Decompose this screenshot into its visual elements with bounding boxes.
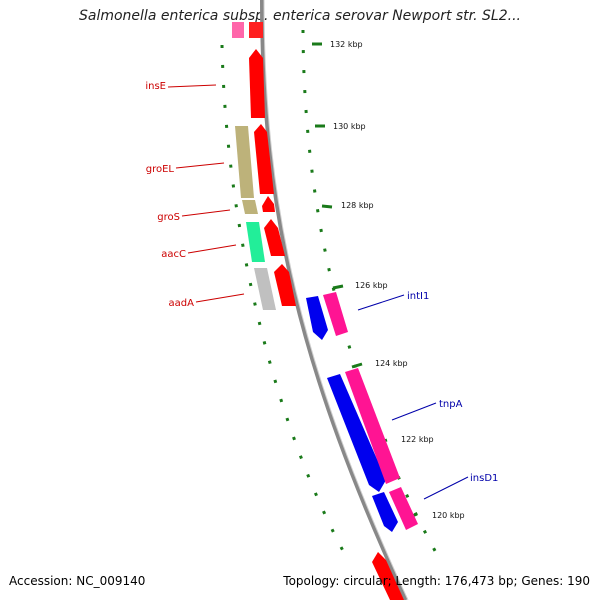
- gene-label-groS: groS: [157, 212, 180, 223]
- feature-groS-inner: [242, 200, 258, 214]
- gene-label-groEL: groEL: [146, 164, 175, 175]
- feature-groEL: [254, 124, 274, 194]
- connector-groS: [181, 209, 231, 217]
- feature-groEL-inner: [235, 126, 254, 198]
- feature-top-pink: [232, 22, 244, 38]
- connector-aacC: [187, 244, 237, 254]
- connector-insD1: [423, 476, 469, 500]
- kbp-label-124: 124 kbp: [375, 359, 408, 368]
- feature-groS: [262, 196, 275, 212]
- gene-label-intI1: intI1: [407, 291, 429, 302]
- gene-label-aadA: aadA: [169, 298, 195, 309]
- feature-insD1: [389, 487, 418, 530]
- gene-label-insE: insE: [145, 81, 166, 92]
- feature-intI1-blue: [306, 296, 328, 340]
- kbp-label-126: 126 kbp: [355, 281, 388, 290]
- inner-features: [235, 126, 276, 310]
- kbp-tick: [351, 362, 363, 369]
- kbp-label-130: 130 kbp: [333, 122, 366, 131]
- connector-aadA: [195, 293, 245, 303]
- kbp-label-132: 132 kbp: [330, 40, 363, 49]
- kbp-tick: [332, 284, 344, 290]
- connector-tnpA: [391, 402, 437, 421]
- gene-label-insD1: insD1: [470, 473, 498, 484]
- map-title: Salmonella enterica subsp. enterica sero…: [79, 8, 521, 24]
- feature-aacC: [264, 219, 285, 256]
- feature-intI1: [323, 292, 348, 336]
- forward-strand-features: [249, 49, 404, 600]
- feature-tnpA: [345, 368, 400, 484]
- feature-aadA: [274, 264, 296, 306]
- accession-label: Accession: NC_009140: [9, 574, 146, 588]
- kbp-label-128: 128 kbp: [341, 201, 374, 210]
- feature-insE: [249, 49, 265, 118]
- kbp-label-122: 122 kbp: [401, 435, 434, 444]
- kbp-tick: [321, 204, 333, 209]
- genome-backbone-highlight: [263, 0, 409, 600]
- gene-label-tnpA: tnpA: [439, 399, 463, 410]
- gene-label-aacC: aacC: [161, 249, 186, 260]
- feature-top-red: [249, 22, 263, 38]
- connector-insE: [167, 84, 217, 88]
- inner-dotted-ring: [220, 44, 350, 561]
- feature-tnpA-blue: [327, 374, 386, 492]
- outer-tick-ring: [301, 29, 442, 561]
- reverse-strand-features: [306, 292, 418, 532]
- kbp-label-120: 120 kbp: [432, 511, 465, 520]
- connector-groEL: [175, 162, 225, 169]
- genome-summary: Topology: circular; Length: 176,473 bp; …: [283, 574, 590, 588]
- feature-aacC-inner: [246, 222, 265, 262]
- genome-backbone: [260, 0, 408, 600]
- feature-aadA-inner: [254, 268, 276, 310]
- connector-intI1: [357, 294, 405, 311]
- label-connectors: [167, 84, 469, 500]
- feature-insD1-blue: [372, 492, 398, 532]
- feature-bottom-red: [372, 552, 404, 600]
